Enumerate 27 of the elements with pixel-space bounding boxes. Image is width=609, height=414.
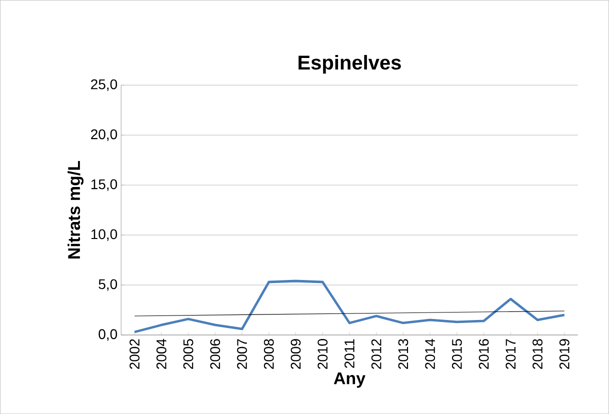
x-axis-title: Any [334,372,366,388]
x-tick-label: 2007 [237,339,247,369]
y-axis-title: Nitrats mg/L [68,160,84,258]
x-tick-label: 2018 [532,339,542,369]
x-tick-label: 2002 [130,339,140,369]
y-tick-label: 5,0 [98,279,118,291]
x-tick-label: 2009 [290,339,301,369]
y-tick-label: 25,0 [91,79,118,91]
x-tick-label: 2008 [264,339,274,369]
x-tick-label: 2014 [425,338,436,369]
y-tick-label: 15,0 [91,179,118,191]
x-tick-label: 2016 [478,339,489,369]
x-tick-label: 2005 [183,339,194,369]
x-tick-label: 2012 [371,339,382,369]
x-tick-label: 2017 [506,339,516,369]
x-tick-label: 2013 [398,339,408,369]
x-tick-label: 2010 [318,338,328,369]
x-tick-label: 2004 [156,338,166,369]
y-tick-label: 10,0 [91,229,118,241]
chart-title: Espinelves [298,54,401,74]
x-tick-label: 2006 [210,339,220,369]
y-tick-label: 0,0 [98,329,118,341]
x-tick-label: 2019 [559,339,570,369]
x-tick-label: 2015 [452,339,462,369]
x-tick-label: 2011 [344,339,354,368]
line-series [133,280,566,334]
y-tick-label: 20,0 [91,129,118,141]
